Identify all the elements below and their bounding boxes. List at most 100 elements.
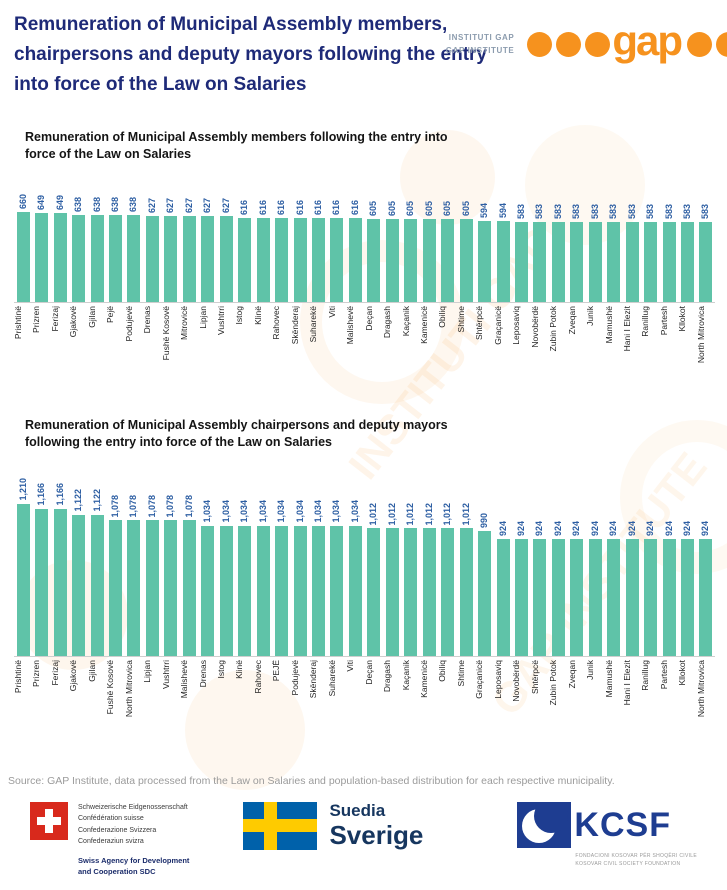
gap-logo-dot-icon [556,32,582,58]
bar-value-label: 583 [571,204,582,220]
category-label: Gjilan [86,305,97,328]
bar-column: 1,122 [88,489,106,656]
bar-column: 924 [531,521,549,656]
bar-column: 924 [605,521,623,656]
bar [16,503,30,656]
bar-column: 924 [623,521,641,656]
bar [533,539,547,656]
category-label: Obiliq [437,305,448,328]
category-label: Zubin Potok [548,659,559,705]
bar-value-label: 594 [479,202,490,218]
sweden-label-suedia: Suedia [329,800,386,820]
bar-value-label: 924 [663,521,674,537]
bar-value-label: 1,012 [386,502,397,526]
bar-value-label: 616 [257,199,268,215]
bar-column: 1,166 [32,483,50,656]
category-label: Rahovec [252,659,263,694]
bar-column: 1,034 [328,500,346,656]
category-label: Kllokot [677,659,688,686]
bar-column: 583 [605,204,623,302]
bar-value-label: 1,034 [312,500,323,523]
category-label: Istog [234,305,245,325]
gap-wordmark: gap [612,17,683,65]
category-label: Podujevë [289,659,300,695]
bar [330,525,344,656]
category-label: Zveqan [566,305,577,335]
bar [459,528,473,656]
bar-value-label: 583 [552,204,563,220]
category-label: Partesh [658,659,669,689]
bar-column: 1,210 [14,478,32,656]
bar-column: 594 [475,203,493,302]
bar-column: 1,012 [383,503,401,656]
category-label: Junik [585,659,596,680]
brand-line-2: GAP INSTITUTE [445,45,515,55]
category-label: Ferizaj [49,659,60,686]
category-label: Junik [585,305,596,326]
bar-value-label: 627 [220,198,231,214]
category-label: Vushtrri [215,305,226,335]
bar-column: 583 [623,204,641,302]
bar [644,539,658,656]
bar-value-label: 583 [589,204,600,220]
bar [367,528,381,656]
bar-value-label: 638 [73,196,84,212]
category-label: Gjilan [86,659,97,682]
kcsf-crescent-icon [517,801,572,848]
chart-chairpersons-title: Remuneration of Municipal Assembly chair… [25,417,448,449]
bar [533,222,547,302]
bar-value-label: 649 [36,195,47,211]
sdc-logo: Schweizerische Eidgenossenschaft Confédé… [30,801,190,878]
chart-members: Remuneration of Municipal Assembly membe… [13,129,715,400]
sdc-agency-line: Swiss Agency for Development [78,855,190,865]
category-label: Leposaviq [492,659,503,699]
bar-value-label: 1,122 [73,489,84,512]
category-label: Novobërdë [529,305,540,348]
category-label: Fushë Kosovë [105,659,116,714]
kcsf-caption: FONDACIONI KOSOVAR PËR SHOQËRI CIVILE KO… [575,852,697,869]
swiss-flag-icon [30,801,68,840]
category-label: Gjakovë [68,305,79,337]
bar [699,539,713,656]
bar-column: 605 [457,201,475,302]
bar-value-label: 924 [552,521,563,537]
category-label: Prizren [31,659,42,687]
bar-column: 583 [660,204,678,302]
bar-column: 924 [660,521,678,656]
bar-value-label: 616 [331,199,342,215]
bar-value-label: 1,034 [257,500,268,523]
bar-value-label: 1,166 [36,483,47,506]
bar [404,219,418,302]
bar-value-label: 583 [515,204,526,220]
category-label: Drenas [197,659,208,687]
bar-column: 616 [235,200,253,302]
bar [90,214,104,302]
bar-value-label: 616 [276,199,287,215]
category-label: Prishtinë [13,305,23,339]
source-note: Source: GAP Institute, data processed fr… [8,774,615,787]
bar-value-label: 1,034 [349,500,360,523]
bar-value-label: 583 [682,204,693,220]
bar-value-label: 649 [54,195,65,211]
bar [644,222,658,302]
category-label: Zubin Potok [548,305,559,352]
bar [348,525,362,656]
bar-value-label: 990 [479,513,490,529]
category-label: Podujevë [123,305,134,342]
bar-column: 616 [254,200,272,302]
bar-column: 924 [586,521,604,656]
bar [607,222,621,302]
bar-value-label: 638 [128,196,139,212]
bar-column: 1,122 [69,489,87,656]
gap-institute-logo: INSTITUTI GAP GAP INSTITUTE gap [445,20,727,62]
bar-value-label: 1,012 [442,502,453,526]
category-label: Prishtinë [13,659,23,693]
bar-value-label: 583 [663,204,674,220]
bar-column: 1,166 [51,483,69,656]
bar [182,520,196,656]
chart-members-x-axis: Prishtinë Prizren Ferizaj Gjakovë Gjilan Pejë… [13,301,715,400]
bar [293,525,307,656]
bar [496,220,510,302]
category-label: Klinë [234,659,245,679]
